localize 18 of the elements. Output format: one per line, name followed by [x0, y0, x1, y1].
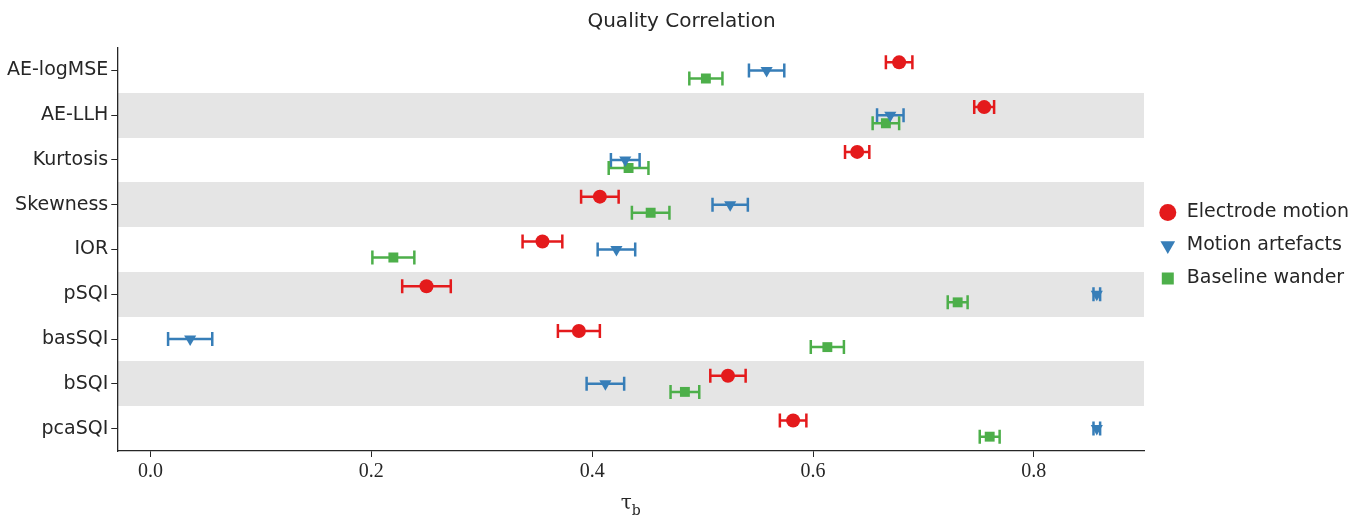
y-tick-label: AE-LLH — [40, 102, 109, 125]
y-tick-label: bSQI — [63, 370, 109, 393]
legend-label: Motion artefacts — [1186, 232, 1342, 255]
x-tick-label: 0.6 — [800, 459, 826, 482]
y-tick-label: Skewness — [15, 191, 109, 214]
x-tick-label: 0.2 — [358, 459, 384, 482]
y-tick-label: basSQI — [42, 325, 109, 348]
legend-label: Electrode motion — [1186, 199, 1350, 222]
y-tick-label: pSQI — [63, 281, 109, 304]
x-tick-label: 0.0 — [137, 459, 163, 482]
chart-title: Quality Correlation — [587, 8, 776, 33]
x-tick-label: 0.8 — [1021, 459, 1047, 482]
y-tick-label: IOR — [74, 236, 109, 259]
x-tick-label: 0.4 — [579, 459, 605, 482]
legend-label: Baseline wander — [1186, 265, 1345, 288]
y-tick-label: pcaSQI — [41, 415, 109, 438]
y-tick-label: Kurtosis — [32, 146, 109, 169]
y-tick-label: AE-logMSE — [7, 57, 109, 80]
